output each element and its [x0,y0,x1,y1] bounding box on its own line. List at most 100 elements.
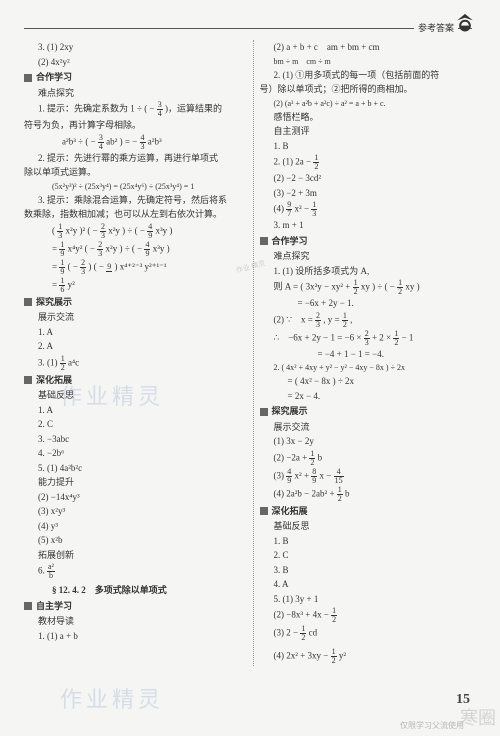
text: 3. (1) 12 a⁴c [24,355,245,372]
text: (2) −2 − 3cd² [260,172,481,186]
text: 2. (1) 2a − 12 [260,154,481,171]
section-label: 深化拓展 [272,505,308,519]
t: (2) −8x³ + 4x − [274,610,332,620]
footer-watermark-logo: 寒圈 [460,705,496,732]
text: 4. −2b⁶ [24,447,245,461]
text: bm ÷ m cm ÷ m [260,56,481,68]
text: (2) −2a + 12 b [260,450,481,467]
section-explore: 探究展示 [260,405,481,419]
text: 展示交流 [260,421,481,435]
fraction: 12 [313,154,319,171]
header-line [24,28,472,29]
text: 3. −3abc [24,433,245,447]
t: xy ) ÷ ( − [359,282,398,292]
text: 难点探究 [24,87,245,101]
text: 基础反思 [24,389,245,403]
text: 拓展创新 [24,549,245,563]
fraction: a²b [47,563,55,580]
watermark: 作业精灵 [60,683,164,716]
t: 6. [38,566,47,576]
t: + 2 × [370,332,394,342]
text: (2) ∵ x = 23 , y = 12 , [260,312,481,329]
t: x³y ) [153,225,172,235]
text: 1. A [24,326,245,340]
text: (2) 4x²y² [24,56,245,70]
text: 4. A [260,578,481,592]
t: ) x⁴⁺²⁻³ y²⁺¹⁻¹ [112,261,166,271]
t: 则 A = ( 3x²y − xy² + [274,282,353,292]
text: (2) (a³ + a²b + a²c) ÷ a² = a + b + c. [260,98,481,110]
text: 自主测评 [260,125,481,139]
footer-watermark: 仅限学习父流使用 [400,720,464,732]
text: (2) a + b + c am + bm + cm [260,41,481,55]
t: = [52,261,59,271]
square-icon [24,376,32,384]
t: x − [317,470,333,480]
section-coop-learn: 合作学习 [24,71,245,85]
text: 3. 提示：乘除混合运算，先确定符号，然后将系 [24,194,245,208]
t: = [52,243,59,253]
text: 1. B [260,140,481,154]
text: 2. ( 4x² + 4xy + y² − y² − 4xy − 8x ) ÷ … [260,362,481,374]
t: a²b³ ÷ ( − [62,136,98,146]
text: (2) −14x⁴y³ [24,491,245,505]
text: 除以单项式运算。 [24,166,245,180]
text: (5) x²b [24,534,245,548]
section-label: 探究展示 [272,405,308,419]
section-deepen: 深化拓展 [24,374,245,388]
text: 2. (1) ①用多项式的每一项（包括前面的符 [260,69,481,83]
t: , [348,314,353,324]
expr: = 19 ( − 23 ) ( − 9 ) x⁴⁺²⁻³ y²⁺¹⁻¹ [24,259,245,276]
fraction: 415 [334,468,344,485]
square-icon [24,298,32,306]
t: (4) 2a²b − 2ab² + [274,488,337,498]
text: )，运算结果的 [163,104,222,114]
t: a²b³ [146,136,162,146]
text: 3. m + 1 [260,219,481,233]
t: (2) ∵ x = [274,314,316,324]
section-deepen: 深化拓展 [260,505,481,519]
section-explore: 探究展示 [24,296,245,310]
t: x² + [292,470,311,480]
section-label: 探究展示 [36,296,72,310]
fraction: 13 [311,201,317,218]
text: 1. (1) 设所括多项式为 A, [260,265,481,279]
t: x²y )² ( − [63,225,100,235]
text: (4) 2a²b − 2ab² + 12 b [260,486,481,503]
text: 5. (1) 4a²b²c [24,462,245,476]
text: 符号为负，再计算字母相除。 [24,119,245,133]
square-icon [260,507,268,515]
section-label: 自主学习 [36,600,72,614]
t: (2) −2a + [274,452,310,462]
t: − 1 [399,332,413,342]
text: 1. 提示：先确定系数为 1 ÷ ( − [38,104,157,114]
text: 3. B [260,564,481,578]
t: (3) 2 − [274,628,301,638]
t: x² − [292,204,311,214]
right-column: (2) a + b + c am + bm + cm bm ÷ m cm ÷ m… [253,40,481,666]
t: y² [65,279,74,289]
section-title: § 12. 4. 2 多项式除以单项式 [24,584,245,598]
text: = −6x + 2y − 1. [260,297,481,311]
expr: = 16 y² [24,277,245,294]
section-label: 合作学习 [36,71,72,85]
text: (3) 2 − 12 cd [260,625,481,642]
text: 1. A [24,404,245,418]
t: b [315,452,322,462]
square-icon [260,237,268,245]
text: 则 A = ( 3x²y − xy² + 12 xy ) ÷ ( − 12 xy… [260,279,481,296]
text: 展示交流 [24,311,245,325]
text: (3) −2 + 3m [260,187,481,201]
text: 教材导读 [24,615,245,629]
t: 3. (1) [38,357,60,367]
text: ∴ −6x + 2y − 1 = −6 × 23 + 2 × 12 − 1 [260,330,481,347]
t: cd [306,628,317,638]
expr: = 19 x⁴y² ( − 23 x²y ) ÷ ( − 49 x³y ) [24,241,245,258]
text: 基础反思 [260,520,481,534]
t: = [52,279,59,289]
square-icon [24,74,32,82]
section-self: 自主学习 [24,600,245,614]
t: x²y ) ÷ ( − [103,243,144,253]
square-icon [24,602,32,610]
text: 6. a²b [24,563,245,580]
